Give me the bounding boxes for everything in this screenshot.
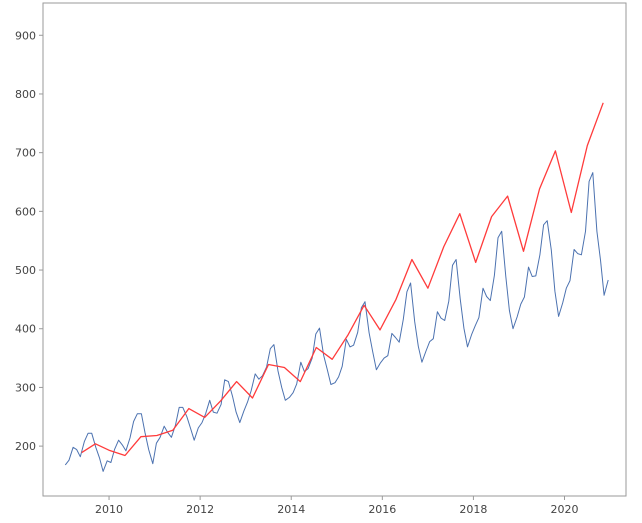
series-layer — [64, 102, 609, 472]
series-line-1 — [64, 172, 609, 472]
y-tick-label: 500 — [15, 264, 36, 277]
x-tick-label: 2010 — [95, 503, 123, 516]
y-tick-label: 900 — [15, 29, 36, 42]
x-tick-label: 2016 — [368, 503, 396, 516]
x-tick-label: 2018 — [459, 503, 487, 516]
x-axis: 2010 2012 2014 2016 2018 2020 — [95, 496, 579, 516]
y-tick-label: 400 — [15, 323, 36, 336]
y-tick-label: 700 — [15, 147, 36, 160]
plot-frame — [42, 2, 627, 497]
series-line-2 — [81, 102, 604, 457]
x-tick-label: 2012 — [186, 503, 214, 516]
y-tick-label: 200 — [15, 440, 36, 453]
y-tick-label: 800 — [15, 88, 36, 101]
y-tick-label: 600 — [15, 205, 36, 218]
y-axis: 200 300 400 500 600 700 800 900 — [15, 29, 43, 453]
x-tick-label: 2020 — [551, 503, 579, 516]
y-tick-label: 300 — [15, 381, 36, 394]
x-tick-label: 2014 — [277, 503, 305, 516]
